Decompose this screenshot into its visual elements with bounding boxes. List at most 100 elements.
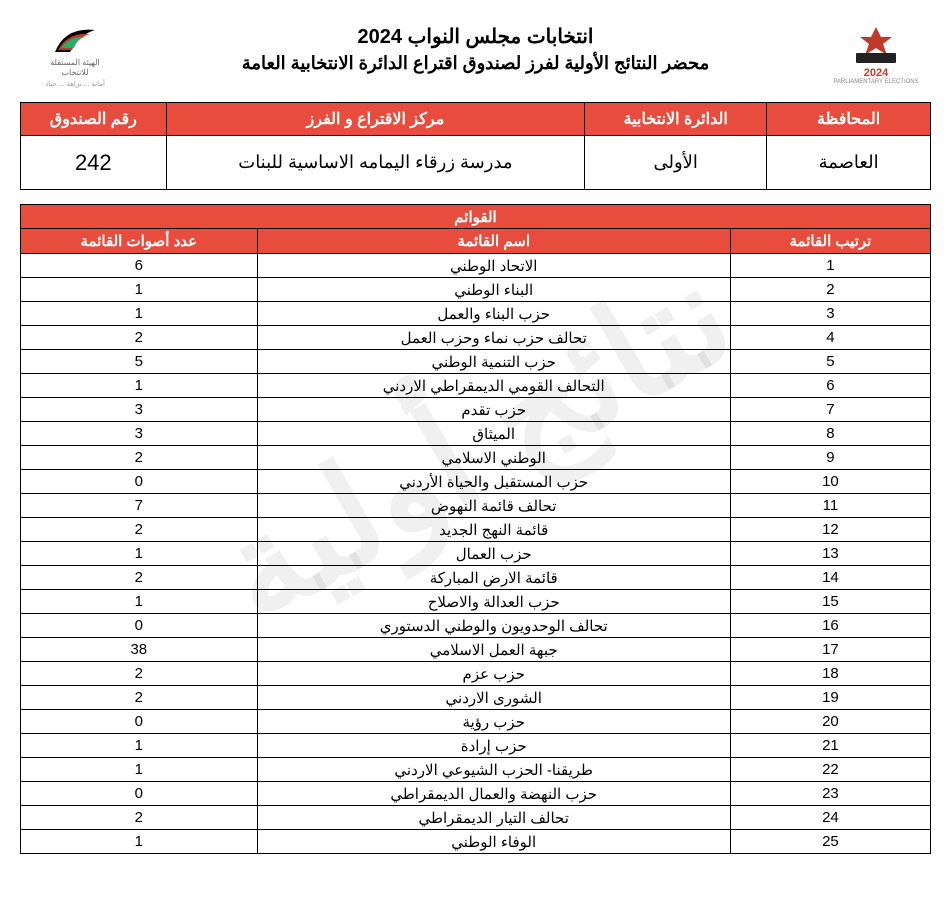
table-row: 20حزب رؤية0 bbox=[21, 710, 931, 734]
list-rank: 22 bbox=[730, 758, 930, 782]
info-header-center: مركز الاقتراع و الفرز bbox=[166, 103, 585, 136]
list-votes: 1 bbox=[21, 542, 258, 566]
list-name: حزب رؤية bbox=[257, 710, 730, 734]
table-row: 5حزب التنمية الوطني5 bbox=[21, 350, 931, 374]
election-year: 2024 bbox=[864, 67, 888, 79]
list-name: حزب النهضة والعمال الديمقراطي bbox=[257, 782, 730, 806]
list-rank: 25 bbox=[730, 830, 930, 854]
table-row: 10حزب المستقبل والحياة الأردني0 bbox=[21, 470, 931, 494]
list-votes: 0 bbox=[21, 710, 258, 734]
list-votes: 1 bbox=[21, 590, 258, 614]
list-name: حزب إرادة bbox=[257, 734, 730, 758]
list-name: تحالف الوحدويون والوطني الدستوري bbox=[257, 614, 730, 638]
list-rank: 23 bbox=[730, 782, 930, 806]
election-logo: 2024 PARLIAMENTARY ELECTIONS bbox=[821, 20, 931, 90]
list-name: الوطني الاسلامي bbox=[257, 446, 730, 470]
table-row: 23حزب النهضة والعمال الديمقراطي0 bbox=[21, 782, 931, 806]
table-row: 19الشورى الاردني2 bbox=[21, 686, 931, 710]
info-value-box: 242 bbox=[21, 136, 167, 190]
list-votes: 2 bbox=[21, 518, 258, 542]
table-row: 14قائمة الارض المباركة2 bbox=[21, 566, 931, 590]
list-rank: 14 bbox=[730, 566, 930, 590]
list-name: الشورى الاردني bbox=[257, 686, 730, 710]
list-votes: 0 bbox=[21, 614, 258, 638]
table-row: 15حزب العدالة والاصلاح1 bbox=[21, 590, 931, 614]
list-name: حزب البناء والعمل bbox=[257, 302, 730, 326]
list-votes: 2 bbox=[21, 566, 258, 590]
list-votes: 2 bbox=[21, 662, 258, 686]
info-value-center: مدرسة زرقاء اليمامه الاساسية للبنات bbox=[166, 136, 585, 190]
list-rank: 5 bbox=[730, 350, 930, 374]
list-name: البناء الوطني bbox=[257, 278, 730, 302]
lists-table: القوائم ترتيب القائمة اسم القائمة عدد أص… bbox=[20, 204, 931, 854]
table-row: 22طريقنا- الحزب الشيوعي الاردني1 bbox=[21, 758, 931, 782]
list-votes: 3 bbox=[21, 398, 258, 422]
table-row: 9الوطني الاسلامي2 bbox=[21, 446, 931, 470]
iec-logo: الهيئة المستقلة للانتخاب أمانة ... نزاهة… bbox=[20, 20, 130, 90]
list-name: حزب عزم bbox=[257, 662, 730, 686]
list-votes: 1 bbox=[21, 758, 258, 782]
info-value-district: الأولى bbox=[585, 136, 767, 190]
info-table: المحافظة الدائرة الانتخابية مركز الاقترا… bbox=[20, 102, 931, 190]
list-rank: 13 bbox=[730, 542, 930, 566]
table-row: 24تحالف التيار الديمقراطي2 bbox=[21, 806, 931, 830]
list-name: حزب المستقبل والحياة الأردني bbox=[257, 470, 730, 494]
list-name: جبهة العمل الاسلامي bbox=[257, 638, 730, 662]
list-name: حزب العمال bbox=[257, 542, 730, 566]
table-row: 7حزب تقدم3 bbox=[21, 398, 931, 422]
table-row: 13حزب العمال1 bbox=[21, 542, 931, 566]
table-row: 11تحالف قائمة النهوض7 bbox=[21, 494, 931, 518]
lists-section-title: القوائم bbox=[21, 205, 931, 229]
list-name: تحالف حزب نماء وحزب العمل bbox=[257, 326, 730, 350]
list-name: طريقنا- الحزب الشيوعي الاردني bbox=[257, 758, 730, 782]
list-rank: 10 bbox=[730, 470, 930, 494]
page-title-1: انتخابات مجلس النواب 2024 bbox=[130, 24, 821, 49]
list-votes: 38 bbox=[21, 638, 258, 662]
list-name: قائمة النهج الجديد bbox=[257, 518, 730, 542]
list-votes: 1 bbox=[21, 734, 258, 758]
list-votes: 5 bbox=[21, 350, 258, 374]
header-row: 2024 PARLIAMENTARY ELECTIONS انتخابات مج… bbox=[20, 20, 931, 90]
election-caption: PARLIAMENTARY ELECTIONS bbox=[833, 79, 918, 85]
table-row: 1الاتحاد الوطني6 bbox=[21, 254, 931, 278]
list-rank: 16 bbox=[730, 614, 930, 638]
list-votes: 1 bbox=[21, 374, 258, 398]
list-name: تحالف التيار الديمقراطي bbox=[257, 806, 730, 830]
table-row: 18حزب عزم2 bbox=[21, 662, 931, 686]
info-value-governorate: العاصمة bbox=[767, 136, 931, 190]
list-votes: 7 bbox=[21, 494, 258, 518]
list-rank: 24 bbox=[730, 806, 930, 830]
list-votes: 3 bbox=[21, 422, 258, 446]
iec-tagline: أمانة ... نزاهة ... حياد bbox=[45, 80, 105, 88]
table-row: 17جبهة العمل الاسلامي38 bbox=[21, 638, 931, 662]
list-rank: 3 bbox=[730, 302, 930, 326]
iec-line2: للانتخاب bbox=[62, 68, 89, 77]
list-votes: 1 bbox=[21, 278, 258, 302]
list-rank: 7 bbox=[730, 398, 930, 422]
list-rank: 11 bbox=[730, 494, 930, 518]
table-row: 25الوفاء الوطني1 bbox=[21, 830, 931, 854]
list-name: قائمة الارض المباركة bbox=[257, 566, 730, 590]
lists-header-name: اسم القائمة bbox=[257, 229, 730, 254]
list-rank: 9 bbox=[730, 446, 930, 470]
list-rank: 6 bbox=[730, 374, 930, 398]
list-votes: 6 bbox=[21, 254, 258, 278]
lists-header-votes: عدد أصوات القائمة bbox=[21, 229, 258, 254]
table-row: 21حزب إرادة1 bbox=[21, 734, 931, 758]
info-header-district: الدائرة الانتخابية bbox=[585, 103, 767, 136]
table-row: 4تحالف حزب نماء وحزب العمل2 bbox=[21, 326, 931, 350]
list-name: التحالف القومي الديمقراطي الاردني bbox=[257, 374, 730, 398]
list-name: حزب التنمية الوطني bbox=[257, 350, 730, 374]
list-name: حزب العدالة والاصلاح bbox=[257, 590, 730, 614]
list-rank: 4 bbox=[730, 326, 930, 350]
list-name: تحالف قائمة النهوض bbox=[257, 494, 730, 518]
list-votes: 2 bbox=[21, 806, 258, 830]
list-rank: 15 bbox=[730, 590, 930, 614]
list-votes: 0 bbox=[21, 782, 258, 806]
table-row: 8الميثاق3 bbox=[21, 422, 931, 446]
info-header-governorate: المحافظة bbox=[767, 103, 931, 136]
list-name: الميثاق bbox=[257, 422, 730, 446]
list-rank: 18 bbox=[730, 662, 930, 686]
info-header-box: رقم الصندوق bbox=[21, 103, 167, 136]
list-rank: 1 bbox=[730, 254, 930, 278]
